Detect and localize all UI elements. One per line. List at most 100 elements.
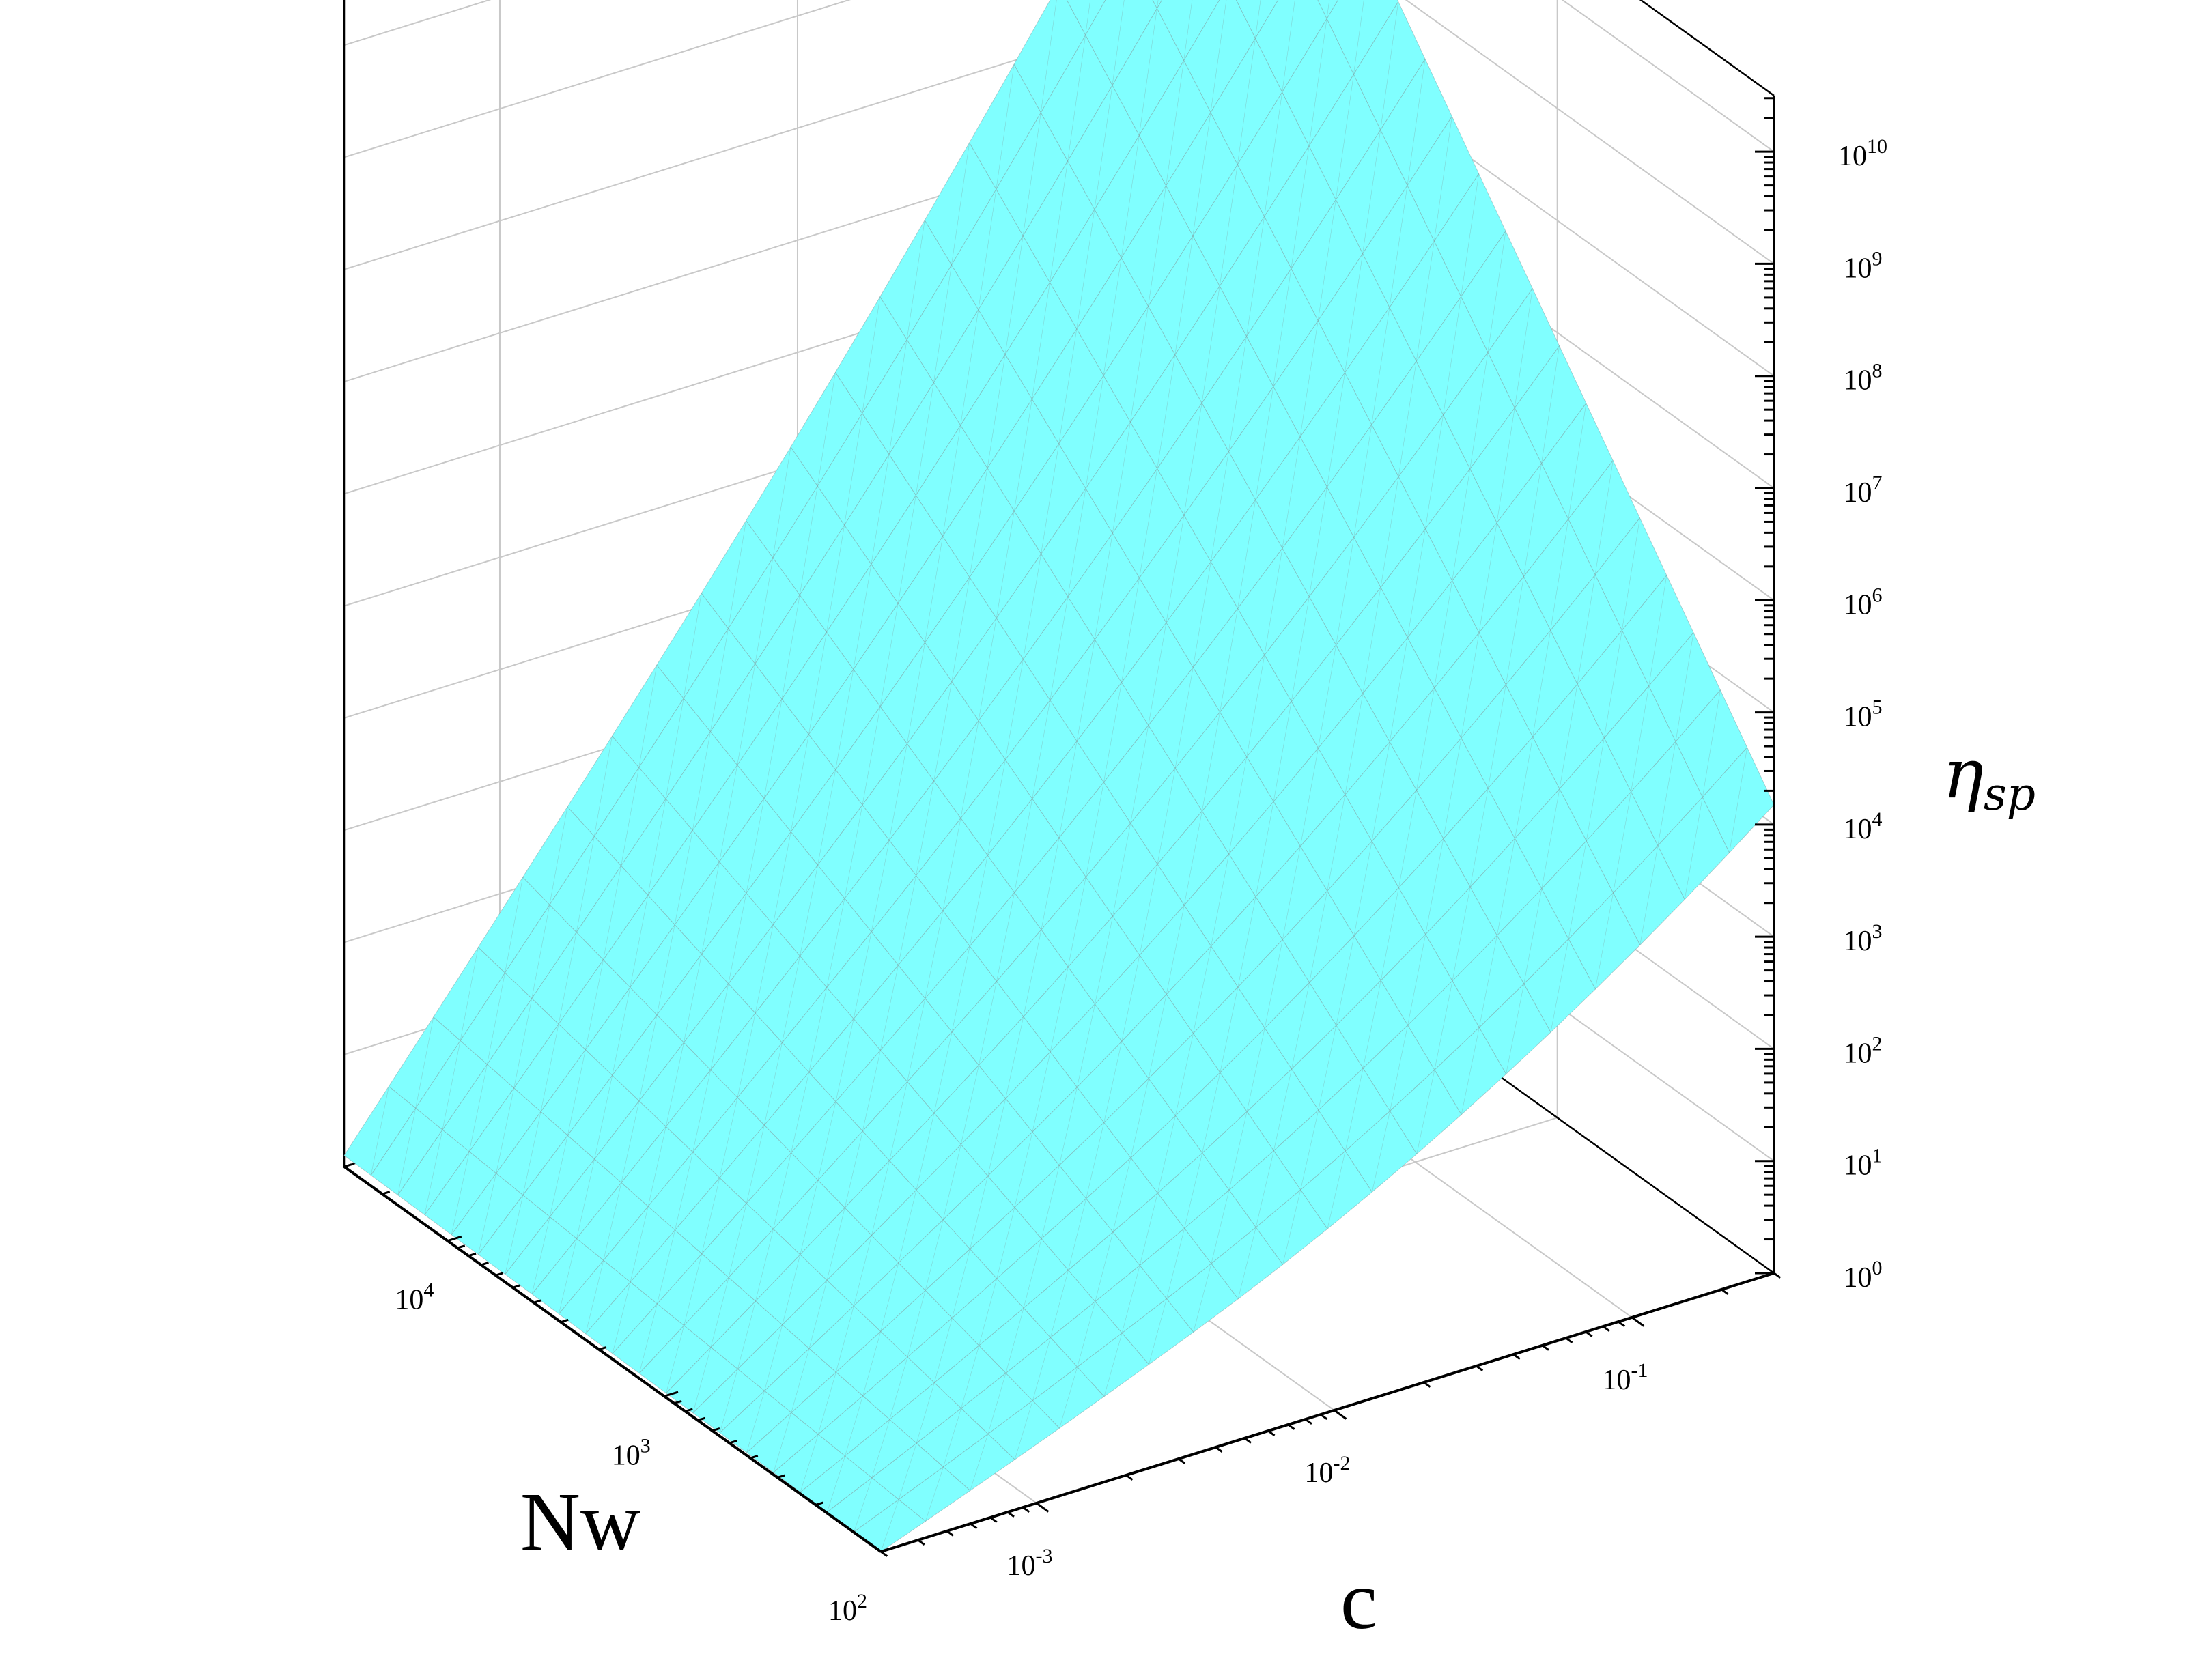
surface-diagonal [1220,608,1238,713]
surface-diagonal [1327,795,1346,892]
surface-diagonal [862,1331,881,1396]
surface-diagonal [1246,655,1265,757]
surface-diagonal [791,1348,810,1413]
surface-diagonal [898,1190,917,1264]
z-axis-title: ηsp [1943,734,2036,821]
surface-diagonal [621,767,639,866]
z-tick-label: 101 [1844,1145,1883,1182]
surface-diagonal [1308,18,1327,146]
surface-diagonal [1371,307,1390,425]
surface-diagonal [1362,130,1381,254]
surface-diagonal [1416,687,1435,791]
surface-diagonal [496,1087,514,1173]
surface-diagonal [1353,425,1372,538]
surface-diagonal [1032,1337,1051,1401]
surface-diagonal [585,960,604,1050]
surface-diagonal [888,339,907,455]
x-tick [457,1244,466,1249]
surface-diagonal [791,1072,809,1153]
z-tick-label-exponent: 4 [1872,808,1883,831]
surface-diagonal [1086,1122,1104,1199]
z-tick-label-base: 10 [1844,589,1872,621]
surface-diagonal [1183,403,1202,515]
x-tick [750,1455,759,1460]
surface-diagonal [666,1325,684,1393]
x-tick [382,1191,391,1195]
y-tick [1178,1457,1186,1464]
surface-diagonal [567,1049,586,1136]
surface-diagonal [1201,286,1220,403]
surface-diagonal [1255,0,1261,39]
z-tick-label-base: 10 [1844,814,1872,845]
surface-diagonal [1273,268,1292,387]
z-tick-label: 107 [1844,472,1883,509]
surface-diagonal [1550,939,1569,1033]
z-tick-label-base: 10 [1844,926,1872,957]
surface-diagonal [1032,700,1051,799]
surface-diagonal [1506,984,1524,1074]
surface-diagonal [1157,354,1176,469]
surface-diagonal [773,1412,792,1472]
surface-diagonal [782,956,800,1043]
surface-diagonal [1594,460,1614,575]
surface-diagonal [1425,415,1444,529]
surface-diagonal [1541,345,1560,464]
surface-diagonal [773,1152,791,1229]
surface-diagonal [1023,929,1042,1017]
surface-diagonal [1353,841,1372,936]
surface-diagonal [442,1040,461,1130]
surface-diagonal [638,1014,658,1101]
surface-diagonal [1264,548,1283,655]
z-tick-label: 103 [1844,920,1883,957]
surface-diagonal [1077,1003,1095,1087]
y-tick-label-exponent: -1 [1631,1359,1648,1382]
surface-diagonal [1613,791,1631,894]
x-tick [697,1416,706,1422]
surface-diagonal [1300,1110,1319,1191]
surface-diagonal [647,1126,666,1207]
surface-diagonal [996,511,1015,618]
y-tick-label-exponent: -2 [1333,1452,1350,1475]
surface-diagonal [844,1130,863,1208]
surface-diagonal [1246,216,1265,337]
surface-diagonal [1380,476,1399,588]
surface-diagonal [1291,597,1310,702]
x-tick [729,1440,737,1444]
z-tick-label: 100 [1844,1257,1883,1294]
surface-diagonal [397,1108,416,1195]
surface-diagonal [933,265,952,383]
surface-diagonal [1121,578,1140,683]
surface-diagonal [692,731,711,831]
surface-diagonal [1149,1298,1167,1365]
surface-diagonal [970,1434,989,1491]
grid-line [1405,0,1775,265]
surface-diagonal [835,1019,854,1102]
y-tick [1243,1437,1252,1444]
surface-diagonal [1058,328,1078,444]
surface-diagonal [907,642,925,744]
surface-diagonal [1514,288,1533,408]
surface-diagonal [1014,399,1032,511]
surface-diagonal [1327,372,1345,487]
surface-diagonal [1112,1157,1131,1232]
surface-diagonal [979,981,997,1066]
y-tick [970,1522,978,1529]
surface-diagonal [871,454,890,565]
surface-diagonal [675,1152,693,1231]
surface-diagonal [1550,519,1569,631]
surface-diagonal [1192,562,1211,668]
surface-diagonal [1130,306,1149,423]
surface-diagonal [710,1277,729,1348]
surface-diagonal [549,1135,568,1217]
surface-diagonal [1059,1367,1078,1429]
y-tick [1125,1474,1134,1481]
surface-diagonal [978,618,997,721]
surface-diagonal [1192,112,1211,236]
surface-diagonal [1041,0,1057,113]
x-tick-label: 104 [395,1279,434,1316]
surface-diagonal [978,189,997,310]
surface-diagonal [1085,0,1091,35]
surface-diagonal [1166,905,1185,995]
surface-diagonal [576,1158,595,1239]
y-tick [1602,1325,1610,1333]
